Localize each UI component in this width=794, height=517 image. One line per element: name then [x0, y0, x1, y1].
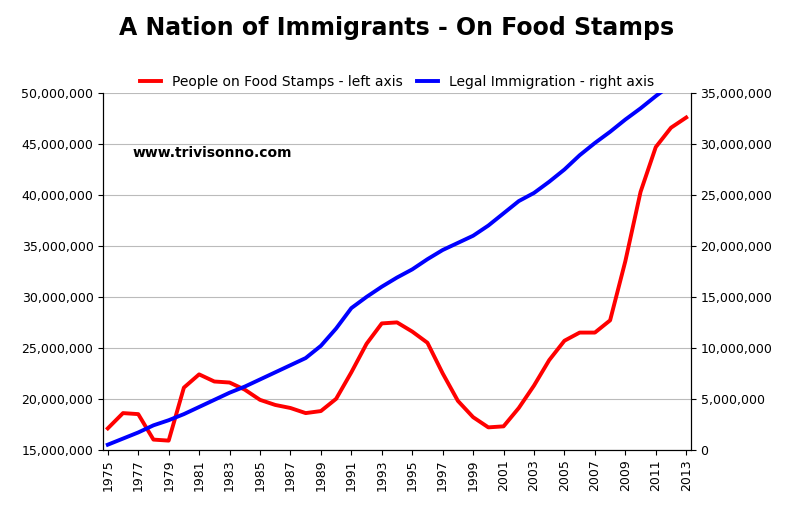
- Line: People on Food Stamps - left axis: People on Food Stamps - left axis: [108, 117, 686, 440]
- People on Food Stamps - left axis: [438, 370, 448, 376]
- Legal Immigration - right axis: [286, 362, 295, 368]
- People on Food Stamps - left axis: [255, 397, 264, 403]
- People on Food Stamps - left axis: [468, 414, 478, 420]
- People on Food Stamps - left axis: [271, 402, 280, 408]
- Legal Immigration - right axis: [438, 247, 448, 253]
- Legal Immigration - right axis: [636, 105, 646, 112]
- People on Food Stamps - left axis: [195, 371, 204, 377]
- Legal Immigration - right axis: [392, 275, 402, 281]
- People on Food Stamps - left axis: [301, 410, 310, 416]
- Legend: People on Food Stamps - left axis, Legal Immigration - right axis: People on Food Stamps - left axis, Legal…: [135, 69, 659, 94]
- Legal Immigration - right axis: [301, 355, 310, 361]
- Legal Immigration - right axis: [621, 116, 630, 123]
- People on Food Stamps - left axis: [346, 369, 356, 375]
- Legal Immigration - right axis: [484, 222, 493, 229]
- People on Food Stamps - left axis: [118, 410, 128, 416]
- People on Food Stamps - left axis: [621, 258, 630, 264]
- Legal Immigration - right axis: [377, 284, 387, 290]
- Legal Immigration - right axis: [453, 240, 463, 246]
- Legal Immigration - right axis: [422, 256, 432, 262]
- Legal Immigration - right axis: [362, 294, 372, 300]
- Legal Immigration - right axis: [164, 417, 173, 423]
- Legal Immigration - right axis: [331, 325, 341, 331]
- Legal Immigration - right axis: [316, 343, 326, 349]
- Legal Immigration - right axis: [545, 179, 554, 185]
- Legal Immigration - right axis: [575, 152, 584, 158]
- People on Food Stamps - left axis: [545, 357, 554, 363]
- People on Food Stamps - left axis: [225, 379, 234, 386]
- People on Food Stamps - left axis: [484, 424, 493, 431]
- Legal Immigration - right axis: [225, 390, 234, 396]
- Legal Immigration - right axis: [560, 166, 569, 173]
- People on Food Stamps - left axis: [605, 317, 615, 324]
- Legal Immigration - right axis: [133, 429, 143, 435]
- Legal Immigration - right axis: [118, 435, 128, 442]
- People on Food Stamps - left axis: [666, 125, 676, 131]
- People on Food Stamps - left axis: [240, 387, 249, 393]
- People on Food Stamps - left axis: [392, 320, 402, 326]
- Legal Immigration - right axis: [103, 442, 113, 448]
- Legal Immigration - right axis: [651, 93, 661, 99]
- People on Food Stamps - left axis: [164, 437, 173, 444]
- People on Food Stamps - left axis: [499, 423, 508, 430]
- Line: Legal Immigration - right axis: Legal Immigration - right axis: [108, 74, 686, 445]
- People on Food Stamps - left axis: [148, 436, 158, 443]
- Legal Immigration - right axis: [210, 397, 219, 403]
- Legal Immigration - right axis: [530, 190, 539, 196]
- People on Food Stamps - left axis: [453, 398, 463, 404]
- Legal Immigration - right axis: [346, 305, 356, 311]
- People on Food Stamps - left axis: [362, 341, 372, 347]
- Legal Immigration - right axis: [514, 198, 523, 204]
- Legal Immigration - right axis: [407, 266, 417, 272]
- People on Food Stamps - left axis: [316, 408, 326, 414]
- Legal Immigration - right axis: [605, 129, 615, 135]
- People on Food Stamps - left axis: [103, 425, 113, 432]
- People on Food Stamps - left axis: [575, 329, 584, 336]
- Legal Immigration - right axis: [468, 233, 478, 239]
- Legal Immigration - right axis: [148, 422, 158, 429]
- Text: A Nation of Immigrants - On Food Stamps: A Nation of Immigrants - On Food Stamps: [119, 16, 675, 39]
- People on Food Stamps - left axis: [530, 383, 539, 389]
- People on Food Stamps - left axis: [377, 321, 387, 327]
- Legal Immigration - right axis: [195, 404, 204, 410]
- Legal Immigration - right axis: [179, 411, 189, 417]
- Legal Immigration - right axis: [499, 210, 508, 217]
- Legal Immigration - right axis: [590, 140, 599, 146]
- People on Food Stamps - left axis: [210, 378, 219, 385]
- Legal Immigration - right axis: [240, 384, 249, 390]
- Legal Immigration - right axis: [271, 369, 280, 375]
- People on Food Stamps - left axis: [590, 329, 599, 336]
- Legal Immigration - right axis: [255, 376, 264, 383]
- People on Food Stamps - left axis: [286, 405, 295, 411]
- People on Food Stamps - left axis: [179, 385, 189, 391]
- People on Food Stamps - left axis: [651, 144, 661, 150]
- People on Food Stamps - left axis: [133, 411, 143, 417]
- People on Food Stamps - left axis: [636, 189, 646, 195]
- Legal Immigration - right axis: [681, 71, 691, 77]
- People on Food Stamps - left axis: [331, 396, 341, 402]
- People on Food Stamps - left axis: [514, 405, 523, 411]
- Legal Immigration - right axis: [666, 82, 676, 88]
- People on Food Stamps - left axis: [407, 328, 417, 334]
- People on Food Stamps - left axis: [681, 114, 691, 120]
- People on Food Stamps - left axis: [422, 340, 432, 346]
- People on Food Stamps - left axis: [560, 338, 569, 344]
- Text: www.trivisonno.com: www.trivisonno.com: [133, 146, 292, 160]
